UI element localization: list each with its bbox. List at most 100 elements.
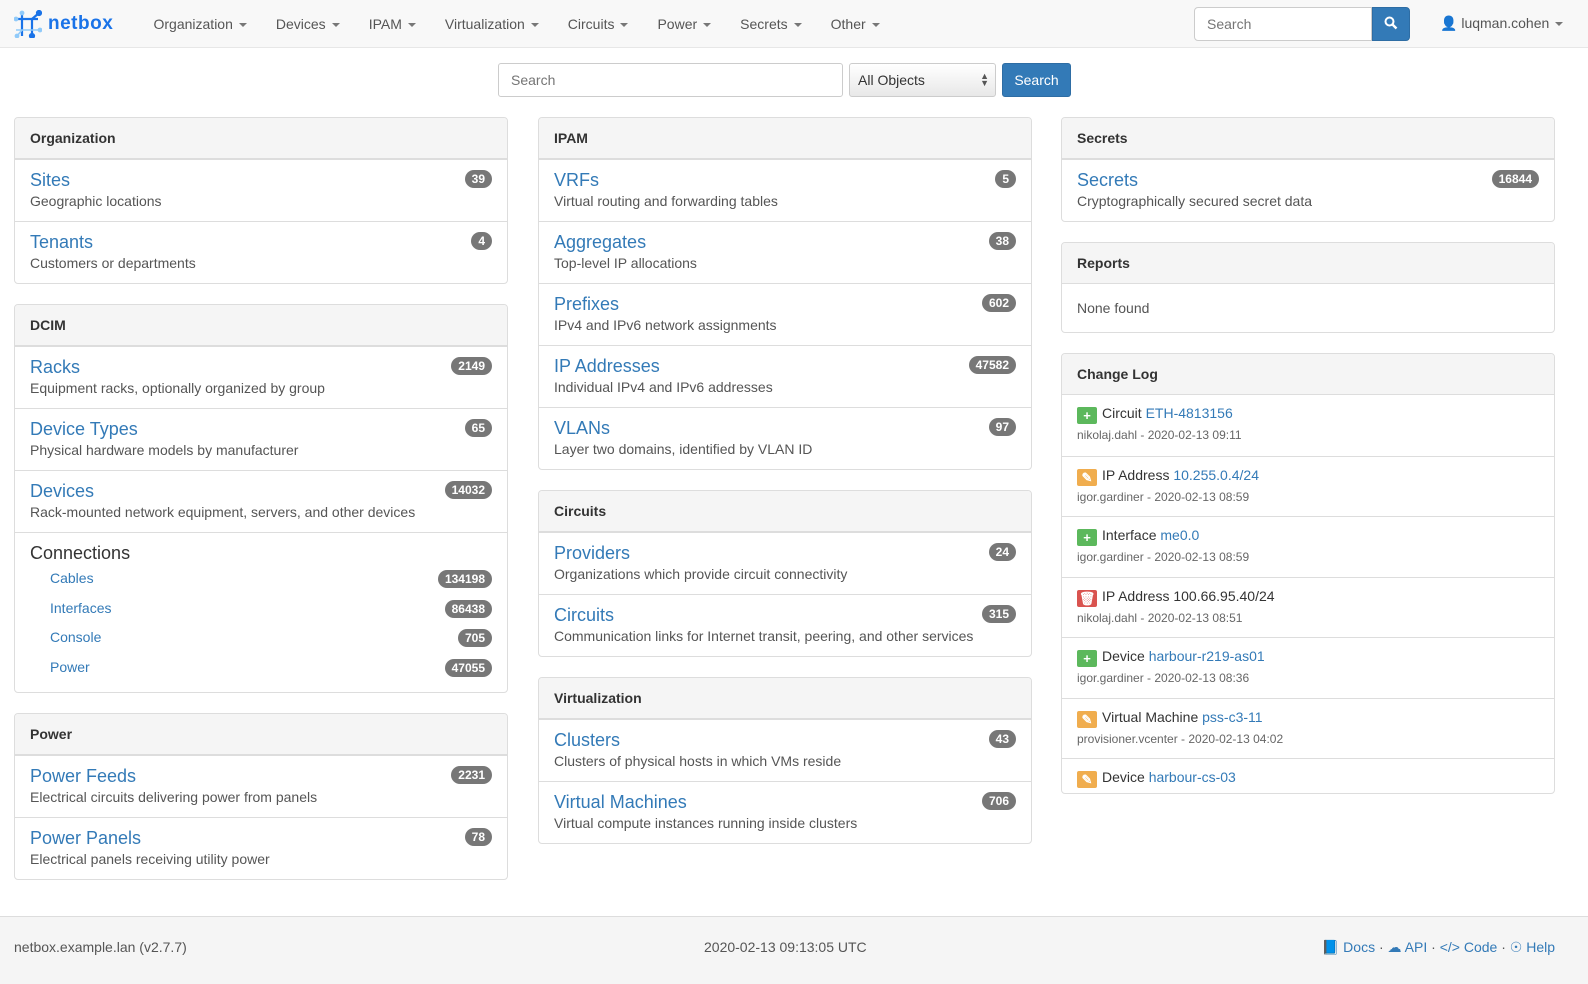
caret-down-icon xyxy=(331,22,340,27)
changelog-entry: ✎ Device harbour-cs-03 xyxy=(1062,758,1554,793)
changelog-entry: ✎ IP Address 10.255.0.4/24 igor.gardiner -… xyxy=(1062,455,1554,517)
list-item-providers: Providers Organizations which provide cir… xyxy=(539,532,1031,594)
item-description: Electrical panels receiving utility powe… xyxy=(30,851,270,867)
panel-virtualization: Virtualization Clusters Clusters of physic… xyxy=(538,677,1032,844)
count-badge: 86438 xyxy=(444,599,492,618)
connection-link[interactable]: Power xyxy=(50,658,90,675)
count-badge: 97 xyxy=(988,418,1016,436)
item-link[interactable]: Circuits xyxy=(554,605,615,625)
nav-menu-ipam[interactable]: IPAM xyxy=(354,16,430,32)
code-label: Code xyxy=(1463,939,1498,955)
panel-heading: Change Log xyxy=(1062,354,1554,395)
item-link[interactable]: Racks xyxy=(30,357,81,377)
changelog-list[interactable]: + Circuit ETH-4813156 nikolaj.dahl - 2020-… xyxy=(1062,395,1554,793)
code-icon: </> xyxy=(1439,939,1460,955)
connection-item-cables: Cables 134198 xyxy=(30,564,492,594)
nav-menu-power[interactable]: Power xyxy=(643,16,726,32)
object-link[interactable]: pss-c3-11 xyxy=(1202,708,1263,725)
panel-organization: Organization Sites Geographic locations 39 T… xyxy=(14,117,508,284)
connection-link[interactable]: Interfaces xyxy=(50,599,112,616)
connection-link[interactable]: Cables xyxy=(50,570,94,586)
netbox-logo[interactable]: netbox xyxy=(14,9,139,38)
object-link[interactable]: ETH-4813156 xyxy=(1145,405,1233,421)
docs-link[interactable]: 📘 Docs xyxy=(1322,939,1375,955)
count-badge: 47582 xyxy=(968,356,1016,374)
item-description: Individual IPv4 and IPv6 addresses xyxy=(554,379,773,395)
item-link[interactable]: VLANs xyxy=(554,418,611,438)
item-link[interactable]: Device Types xyxy=(30,419,138,439)
nav-menu-devices[interactable]: Devices xyxy=(261,16,354,32)
object-type-select[interactable]: All Objects ▲ ▼ xyxy=(849,63,996,97)
api-link[interactable]: ☁ API xyxy=(1388,939,1428,955)
username: luqman.cohen xyxy=(1461,15,1550,31)
item-link[interactable]: Providers xyxy=(554,543,631,563)
separator: · xyxy=(1378,939,1384,955)
connection-link[interactable]: Console xyxy=(50,629,102,645)
item-description: Virtual compute instances running inside… xyxy=(554,815,858,831)
object-link[interactable]: me0.0 xyxy=(1160,527,1200,543)
column-middle: IPAM VRFs Virtual routing and forwarding t… xyxy=(538,117,1032,864)
nav-search-input[interactable] xyxy=(1194,7,1372,41)
item-link[interactable]: Power Panels xyxy=(30,828,142,848)
nav-menu-virtualization[interactable]: Virtualization xyxy=(430,16,553,32)
update-icon: ✎ xyxy=(1077,771,1097,788)
nav-menu-label: Other xyxy=(830,15,866,32)
connection-item-power: Power 47055 xyxy=(30,653,492,683)
item-description: Communication links for Internet transit… xyxy=(554,628,974,644)
panel-heading: DCIM xyxy=(15,305,507,346)
user-menu[interactable]: 👤 luqman.cohen xyxy=(1440,15,1564,32)
nav-search-button[interactable] xyxy=(1372,7,1410,41)
connection-item-console: Console 705 xyxy=(30,623,492,653)
panel-heading: Virtualization xyxy=(539,678,1031,719)
object-link[interactable]: 10.255.0.4/24 xyxy=(1173,466,1259,483)
object-link[interactable]: harbour-r219-as01 xyxy=(1148,648,1265,664)
count-badge: 78 xyxy=(464,828,492,846)
list-item-sites: Sites Geographic locations 39 xyxy=(15,159,507,221)
footer: netbox.example.lan (v2.7.7) 2020-02-13 0… xyxy=(0,916,1588,984)
item-link[interactable]: Power Feeds xyxy=(30,766,137,786)
item-link[interactable]: Devices xyxy=(30,481,95,501)
item-link[interactable]: IP Addresses xyxy=(554,356,660,376)
panel-ipam: IPAM VRFs Virtual routing and forwarding t… xyxy=(538,117,1032,470)
list-item-vlans: VLANs Layer two domains, identified by VL… xyxy=(539,407,1031,469)
search-button[interactable]: Search xyxy=(1002,63,1071,97)
caret-down-icon xyxy=(871,22,880,27)
item-link[interactable]: Prefixes xyxy=(554,294,620,314)
nav-menu-secrets[interactable]: Secrets xyxy=(726,16,816,32)
item-link[interactable]: Aggregates xyxy=(554,232,647,252)
count-badge: 134198 xyxy=(437,570,492,588)
caret-down-icon xyxy=(1555,22,1564,27)
code-link[interactable]: </> Code xyxy=(1440,939,1498,955)
help-link[interactable]: ☉ Help xyxy=(1510,939,1555,955)
nav-menu-other[interactable]: Other xyxy=(816,16,894,32)
nav-menu-label: Devices xyxy=(275,15,326,32)
nav-menu-label: Organization xyxy=(153,15,233,32)
object-link[interactable]: harbour-cs-03 xyxy=(1148,769,1236,785)
panel-reports: Reports None found xyxy=(1061,242,1555,333)
footer-links: 📘 Docs · ☁ API · </> Code · ☉ Help xyxy=(1322,939,1555,956)
item-link[interactable]: Secrets xyxy=(1077,170,1139,190)
nav-menu-circuits[interactable]: Circuits xyxy=(553,16,643,32)
panel-heading: IPAM xyxy=(539,118,1031,159)
panel-heading: Power xyxy=(15,714,507,755)
caret-down-icon xyxy=(703,22,712,27)
object-type: IP Address xyxy=(1102,587,1170,604)
item-description: IPv4 and IPv6 network assignments xyxy=(554,317,777,333)
object-type: Device xyxy=(1102,648,1145,664)
list-item-clusters: Clusters Clusters of physical hosts in wh… xyxy=(539,719,1031,781)
count-badge: 47055 xyxy=(444,658,492,677)
item-link[interactable]: VRFs xyxy=(554,170,599,190)
item-link[interactable]: Virtual Machines xyxy=(554,792,687,812)
item-description: Clusters of physical hosts in which VMs … xyxy=(554,753,842,769)
item-link[interactable]: Sites xyxy=(30,170,71,190)
object-type: Interface xyxy=(1102,527,1157,543)
panel-heading: Circuits xyxy=(539,491,1031,532)
api-label: API xyxy=(1404,939,1428,955)
item-link[interactable]: Clusters xyxy=(554,730,621,750)
item-description: Electrical circuits delivering power fro… xyxy=(30,789,318,805)
list-item-prefixes: Prefixes IPv4 and IPv6 network assignment… xyxy=(539,283,1031,345)
item-link[interactable]: Tenants xyxy=(30,232,94,252)
search-input[interactable] xyxy=(498,63,843,97)
nav-menu-organization[interactable]: Organization xyxy=(139,16,261,32)
connections-heading: Connections xyxy=(30,543,131,563)
